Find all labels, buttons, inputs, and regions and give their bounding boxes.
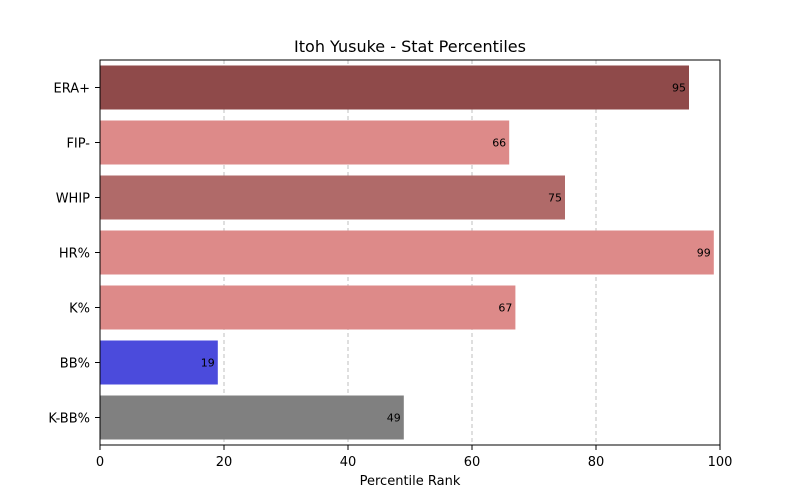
y-axis: ERA+ FIP- WHIP HR% K% BB% K-BB% xyxy=(48,82,100,427)
x-tick-label: 80 xyxy=(588,455,605,470)
x-tick-label: 40 xyxy=(340,455,357,470)
data-label: 66 xyxy=(492,137,506,150)
x-tick-label: 0 xyxy=(96,455,104,470)
bars-layer xyxy=(100,65,714,440)
data-labels-layer: 95 66 75 99 67 19 49 xyxy=(201,82,711,425)
bar xyxy=(100,395,404,440)
x-tick-label: 60 xyxy=(464,455,481,470)
data-label: 99 xyxy=(697,247,711,260)
data-label: 95 xyxy=(672,82,686,95)
x-tick-label: 20 xyxy=(216,455,233,470)
y-tick-label: K% xyxy=(69,302,90,317)
bar xyxy=(100,120,510,165)
x-axis-label: Percentile Rank xyxy=(360,474,461,489)
chart-title: Itoh Yusuke - Stat Percentiles xyxy=(294,37,526,56)
data-label: 75 xyxy=(548,192,562,205)
y-tick-label: WHIP xyxy=(56,192,90,207)
x-tick-label: 100 xyxy=(708,455,733,470)
y-tick-label: ERA+ xyxy=(53,82,90,97)
y-tick-label: HR% xyxy=(59,247,90,262)
x-axis: 0 20 40 60 80 100 xyxy=(96,445,733,470)
bar xyxy=(100,285,516,330)
bar xyxy=(100,340,218,385)
bar xyxy=(100,175,565,220)
bar xyxy=(100,65,689,110)
data-label: 19 xyxy=(201,357,215,370)
y-tick-label: K-BB% xyxy=(48,412,90,427)
y-tick-label: BB% xyxy=(60,357,90,372)
data-label: 67 xyxy=(498,302,512,315)
data-label: 49 xyxy=(387,412,401,425)
bar xyxy=(100,230,714,275)
y-tick-label: FIP- xyxy=(66,137,90,152)
